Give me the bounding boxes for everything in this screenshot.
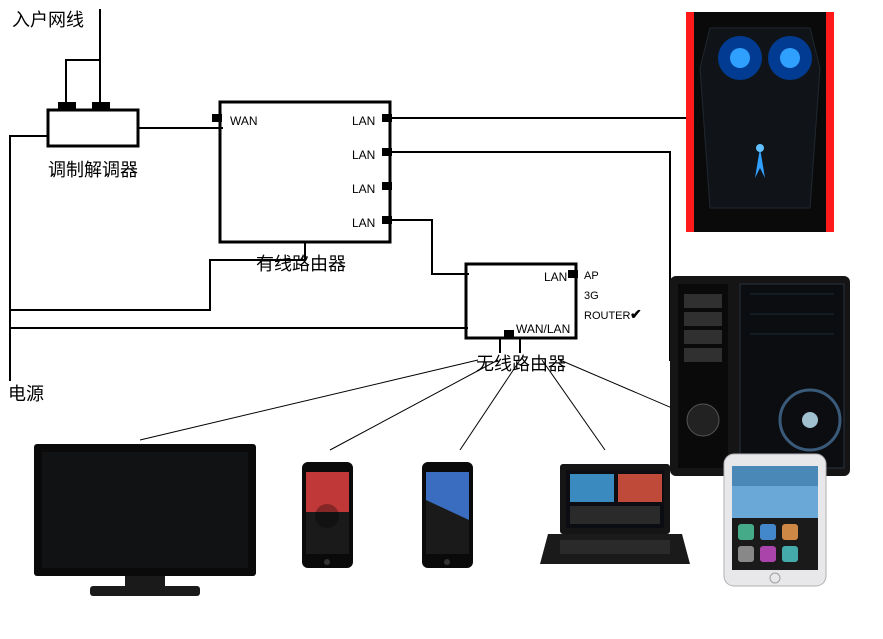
pc-tower-top (680, 8, 840, 238)
tv (30, 440, 260, 605)
wireless-port-lan: LAN (544, 270, 567, 284)
laptop (540, 460, 690, 570)
mode-check-icon: ✔ (630, 306, 642, 323)
wired-router-label: 有线路由器 (256, 250, 346, 276)
port-lan2: LAN (352, 148, 375, 162)
phone-2 (420, 460, 475, 570)
wireless-router-label: 无线路由器 (476, 350, 566, 376)
mode-ap: AP (584, 270, 599, 282)
power-label: 电源 (8, 380, 44, 406)
port-wan: WAN (230, 114, 258, 128)
mode-router: ROUTER (584, 310, 630, 322)
port-lan4: LAN (352, 216, 375, 230)
wireless-port-wanlan: WAN/LAN (516, 322, 570, 336)
incoming-line-label: 入户网线 (12, 6, 84, 32)
port-lan3: LAN (352, 182, 375, 196)
modem-label: 调制解调器 (48, 156, 138, 182)
tablet (720, 450, 830, 590)
phone-1 (300, 460, 355, 570)
port-lan1: LAN (352, 114, 375, 128)
mode-3g: 3G (584, 290, 599, 302)
